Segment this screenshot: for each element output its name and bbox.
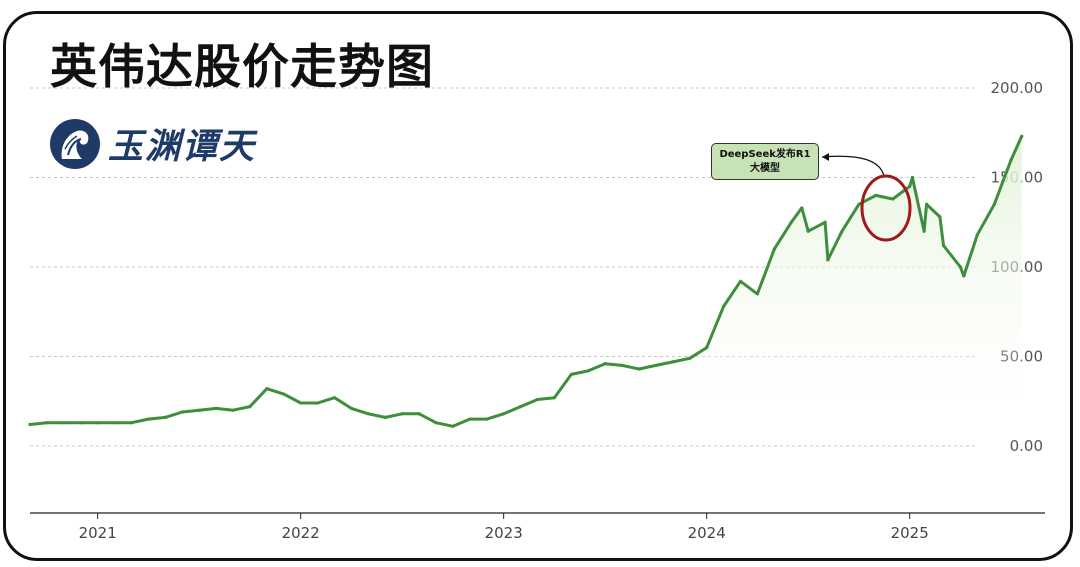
data-point [671,360,675,364]
x-tick-label: 2024 [688,524,726,542]
data-point [941,243,946,248]
data-point [721,304,726,308]
data-point [806,229,810,233]
brand-name: 玉渊谭天 [108,126,257,167]
data-point [163,415,167,419]
data-point [315,401,320,405]
data-point [535,397,540,402]
data-point [962,274,966,278]
data-point [197,408,201,412]
data-point [1020,134,1024,138]
data-point [485,417,489,421]
annotation-arrow [821,155,885,177]
data-point [502,412,506,416]
data-point [938,215,942,219]
data-point [637,367,641,371]
data-point [62,421,66,425]
x-tick-label: 2022 [282,524,320,542]
data-point [518,405,523,409]
data-point [282,392,286,396]
data-point [265,387,269,391]
data-point [620,363,624,368]
annotation-line-1: DeepSeek发布R1 [719,149,811,160]
data-point [434,421,438,425]
x-tick-label: 2023 [485,524,523,542]
data-point [79,421,83,425]
data-point [451,424,455,428]
price-area-fill [30,136,1022,447]
data-point [800,206,804,210]
y-tick-label: 200.00 [991,79,1044,97]
data-point [857,202,861,206]
x-axis-ticks: 2021 2022 2023 2024 2025 [79,513,929,542]
data-point [654,363,658,368]
data-point [891,197,895,201]
data-point [705,345,709,350]
data-point [468,417,472,421]
data-point [349,406,354,411]
data-point [688,356,692,360]
data-point [417,412,421,416]
price-line [28,134,1024,428]
highlight-circle [860,174,912,242]
data-point [586,369,590,373]
page-title: 英伟达股价走势图 [50,40,434,95]
data-point [910,175,915,180]
data-point [1009,158,1013,162]
data-point [231,408,235,412]
annotation-label: DeepSeek发布R1 大模型 [711,143,819,180]
data-point [299,401,303,405]
data-point [874,193,878,197]
data-point [958,265,963,269]
data-point [975,233,979,237]
data-point [129,421,134,425]
annotation-line-2: 大模型 [750,162,780,174]
data-point [922,229,926,233]
brand: 玉渊谭天 [50,118,256,169]
x-tick-label: 2025 [891,524,929,542]
price-points [28,134,1024,428]
data-point [112,421,117,425]
data-point [248,405,252,409]
data-point [826,258,830,262]
yuyuan-tantian-logo-icon [50,118,100,169]
data-point [755,292,760,296]
data-point [908,184,912,189]
data-point [146,417,151,421]
data-point [823,220,827,224]
data-point [789,220,793,224]
data-point [400,412,404,416]
data-point [603,362,607,366]
data-point [569,372,573,376]
data-point [96,421,100,425]
data-point [772,247,776,251]
data-point [924,202,929,206]
data-point [28,422,32,427]
annotation-arrowhead [822,153,829,161]
data-point [332,396,337,400]
data-point [738,279,743,283]
data-point [383,415,387,419]
data-point [214,406,218,411]
data-point [45,421,49,425]
data-point [992,202,996,206]
data-point [366,412,370,416]
data-point [180,410,184,414]
x-tick-label: 2021 [79,524,117,542]
data-point [552,396,557,400]
data-point [840,229,844,233]
